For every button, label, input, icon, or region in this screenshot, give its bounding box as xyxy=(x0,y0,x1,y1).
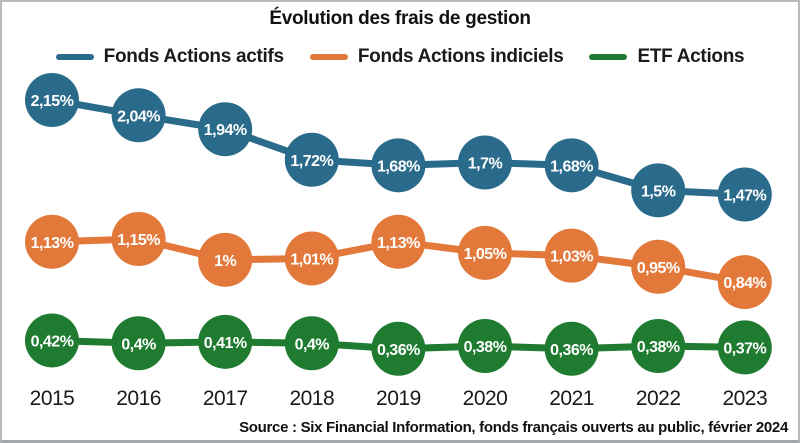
data-point-marker xyxy=(25,313,79,368)
x-axis-label: 2016 xyxy=(116,387,161,410)
data-point-marker xyxy=(631,163,686,218)
x-axis-label: 2017 xyxy=(203,387,248,410)
data-point-marker xyxy=(717,167,772,222)
chart-legend: Fonds Actions actifs Fonds Actions indic… xyxy=(2,46,798,68)
x-axis-label: 2020 xyxy=(463,387,508,410)
data-point-label: 0,4% xyxy=(121,336,156,353)
data-point-marker xyxy=(111,88,166,143)
line-swatch-green-icon xyxy=(589,54,628,60)
data-point-marker xyxy=(111,316,166,371)
data-point-label: 1,68% xyxy=(377,158,420,175)
data-point-marker xyxy=(284,132,339,187)
data-point-label: 0,95% xyxy=(637,260,680,277)
data-point-marker xyxy=(631,319,686,374)
data-point-marker xyxy=(458,135,512,190)
x-axis-label: 2023 xyxy=(722,387,767,410)
data-point-label: 1,05% xyxy=(464,246,507,263)
legend-label: ETF Actions xyxy=(637,46,745,67)
x-axis-label: 2015 xyxy=(30,387,75,410)
line-swatch-blue-icon xyxy=(55,54,94,60)
data-point-marker xyxy=(458,319,512,374)
data-point-marker xyxy=(284,231,339,286)
x-axis-label: 2019 xyxy=(376,387,421,410)
line-swatch-orange-icon xyxy=(309,54,348,60)
data-point-label: 0,37% xyxy=(723,340,766,357)
data-point-label: 1,47% xyxy=(723,188,766,205)
data-point-label: 0,41% xyxy=(204,335,247,352)
data-point-label: 1,03% xyxy=(550,249,593,266)
data-point-label: 2,04% xyxy=(117,108,160,125)
legend-item-fonds-actions-actifs: Fonds Actions actifs xyxy=(55,46,284,68)
data-point-marker xyxy=(717,255,772,310)
data-point-label: 1,13% xyxy=(31,235,74,252)
data-point-marker xyxy=(371,321,426,376)
legend-item-etf-actions: ETF Actions xyxy=(589,46,745,68)
legend-label: Fonds Actions indiciels xyxy=(357,46,564,67)
data-point-label: 1,68% xyxy=(550,158,593,175)
data-point-label: 0,36% xyxy=(377,342,420,359)
x-axis-label: 2018 xyxy=(289,387,334,410)
data-point-marker xyxy=(544,321,599,376)
data-point-marker xyxy=(717,320,772,375)
data-point-label: 1,72% xyxy=(290,153,333,170)
data-point-label: 0,42% xyxy=(31,333,74,350)
data-point-label: 1,13% xyxy=(377,235,420,252)
data-point-marker xyxy=(284,316,339,371)
data-point-label: 0,38% xyxy=(637,339,680,356)
data-point-label: 0,38% xyxy=(464,339,507,356)
data-point-marker xyxy=(631,239,686,294)
data-point-marker xyxy=(198,102,253,157)
data-point-marker xyxy=(544,138,599,193)
data-point-label: 0,4% xyxy=(295,336,330,353)
x-axis-label: 2022 xyxy=(636,387,681,410)
data-point-marker xyxy=(371,138,426,193)
data-point-label: 1,15% xyxy=(117,232,160,249)
data-point-label: 1,7% xyxy=(468,156,503,173)
data-point-marker xyxy=(458,225,512,280)
data-point-marker xyxy=(111,212,166,266)
legend-label: Fonds Actions actifs xyxy=(103,46,284,67)
data-point-marker xyxy=(371,214,426,269)
data-point-label: 1,01% xyxy=(290,251,333,268)
data-point-marker xyxy=(198,314,253,369)
data-point-label: 0,36% xyxy=(550,342,593,359)
data-point-label: 1,5% xyxy=(641,183,676,200)
data-point-label: 1% xyxy=(214,253,236,270)
data-point-label: 0,84% xyxy=(723,275,766,292)
chart-title: Évolution des frais de gestion xyxy=(269,8,531,29)
x-axis-label: 2021 xyxy=(549,387,594,410)
legend-item-fonds-actions-indiciels: Fonds Actions indiciels xyxy=(309,46,564,68)
data-point-label: 2,15% xyxy=(31,93,74,110)
data-point-marker xyxy=(25,214,79,269)
data-point-marker xyxy=(25,73,79,127)
data-point-marker xyxy=(544,228,599,283)
data-point-marker xyxy=(198,232,253,287)
data-point-label: 1,94% xyxy=(204,122,247,139)
source-caption: Source : Six Financial Information, fond… xyxy=(239,419,788,436)
